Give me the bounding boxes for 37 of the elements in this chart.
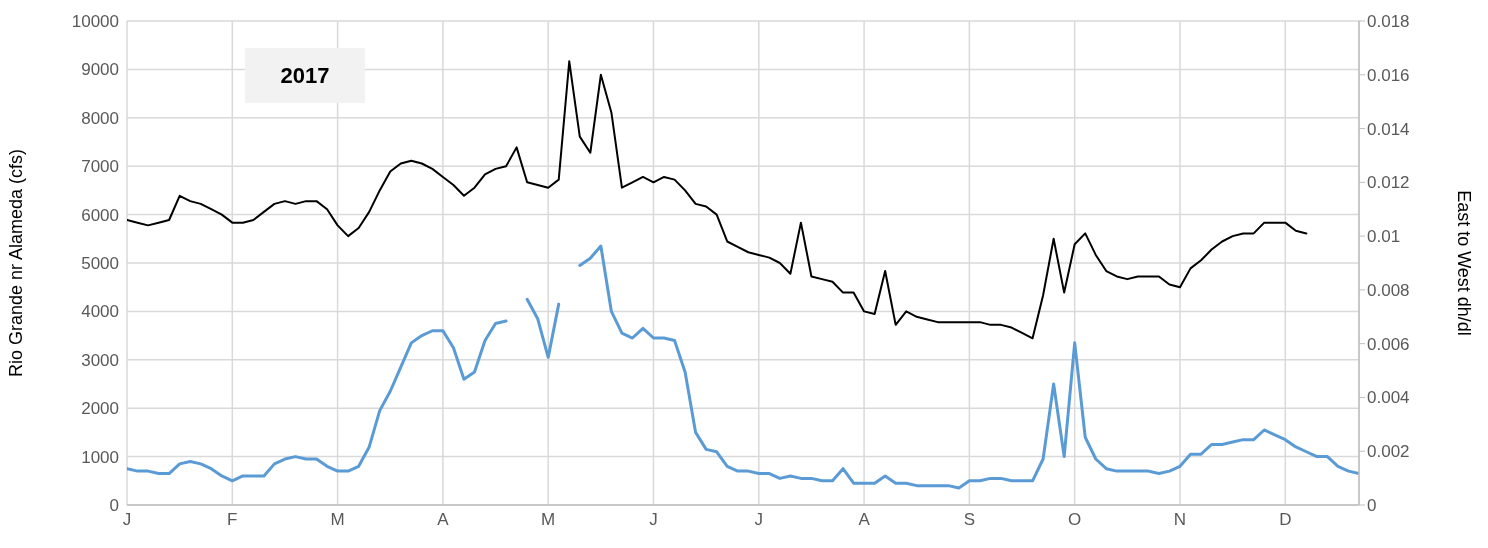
y2-tick-label: 0.018 — [1367, 12, 1410, 32]
line-series — [127, 60, 1308, 340]
x-tick-label: S — [963, 510, 976, 530]
y-tick-label: 1000 — [81, 447, 119, 467]
y-tick-label: 3000 — [81, 350, 119, 370]
x-tick-label: A — [437, 510, 450, 530]
x-tick-label: A — [858, 510, 871, 530]
y2-tick-label: 0.002 — [1367, 442, 1410, 462]
y2-tick-label: 0.014 — [1367, 119, 1410, 139]
y-tick-label: 2000 — [81, 399, 119, 419]
x-tick-label: N — [1173, 510, 1187, 530]
y2-tick-label: 0.006 — [1367, 334, 1410, 354]
y2-tick-label: 0.012 — [1367, 173, 1410, 193]
y-tick-label: 9000 — [81, 60, 119, 80]
y2-tick-label: 0.016 — [1367, 65, 1410, 85]
x-tick-label: J — [122, 510, 132, 530]
y2-tick-label: 0.004 — [1367, 388, 1410, 408]
y-axis-title: Rio Grande nr Alameda (cfs) — [6, 148, 27, 378]
x-tick-label: F — [227, 510, 238, 530]
y2-axis-title: East to West dh/dl — [1453, 190, 1474, 336]
x-tick-label: O — [1068, 510, 1082, 530]
x-tick-label: J — [754, 510, 764, 530]
y-tick-label: 6000 — [81, 205, 119, 225]
y-tick-label: 0 — [109, 496, 119, 516]
x-tick-label: J — [649, 510, 658, 530]
annotation: 2017 — [280, 62, 330, 89]
x-tick-label: D — [1279, 510, 1292, 530]
y-tick-label: 8000 — [81, 108, 119, 128]
y-tick-label: 4000 — [81, 302, 119, 322]
y2-tick-label: 0.01 — [1367, 227, 1401, 247]
y-tick-label: 7000 — [81, 157, 119, 177]
y2-tick-label: 0 — [1367, 496, 1377, 516]
y-tick-label: 5000 — [81, 254, 119, 274]
x-tick-label: M — [541, 510, 556, 530]
y2-tick-label: 0.008 — [1367, 280, 1410, 300]
x-tick-label: M — [330, 510, 345, 530]
y-tick-label: 10000 — [71, 12, 119, 32]
